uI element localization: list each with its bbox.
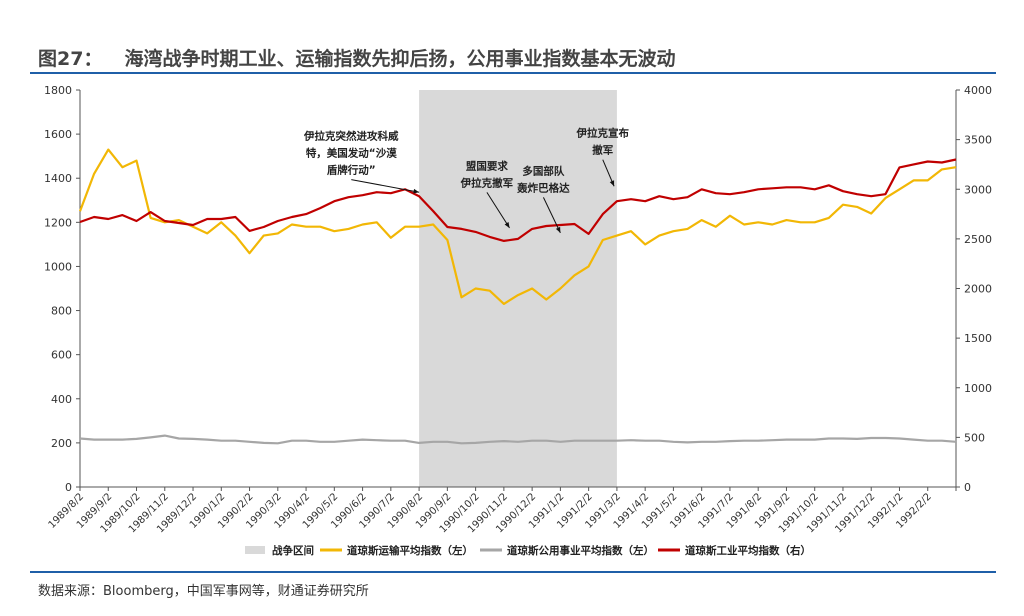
right-y-tick-label: 1500 <box>964 332 992 345</box>
annotation-text: 伊拉克宣布 <box>576 127 630 140</box>
annotation-text: 特，美国发动“沙漠 <box>306 147 397 160</box>
legend-label: 道琼斯工业平均指数（右） <box>685 544 811 557</box>
annotation-arrow-line <box>542 197 561 234</box>
right-y-tick-label: 4000 <box>964 84 992 97</box>
right-y-tick-label: 3000 <box>964 183 992 196</box>
left-y-tick-label: 400 <box>51 393 72 406</box>
legend-swatch-war_band <box>245 546 265 554</box>
left-y-tick-label: 600 <box>51 349 72 362</box>
annotation-arrow-head <box>413 188 420 194</box>
right-y-tick-label: 2500 <box>964 233 992 246</box>
chart-svg: 0 200 400 600 800 1000 1200 1400 1600 1800 0 500 100… <box>44 84 992 557</box>
annotation-text: 伊拉克突然进攻科威 <box>303 130 399 143</box>
left-y-tick-label: 1600 <box>44 128 72 141</box>
left-y-tick-label: 1800 <box>44 84 72 97</box>
annotation-text: 伊拉克撤军 <box>460 176 514 189</box>
figure-title-text: 海湾战争时期工业、运输指数先抑后扬，公用事业指数基本无波动 <box>124 48 676 70</box>
annotation-arrow-line <box>351 179 420 193</box>
annotation-arrow-head <box>504 222 510 228</box>
annotation-text: 轰炸巴格达 <box>516 181 570 194</box>
right-y-tick-label: 500 <box>964 431 985 444</box>
series-line-industrial <box>79 158 957 242</box>
series-line-utility <box>79 434 957 445</box>
annotation-arrow-line <box>486 192 510 229</box>
legend-label: 战争区间 <box>272 544 314 557</box>
right-y-tick-label: 3500 <box>964 134 992 147</box>
legend-label: 道琼斯公用事业平均指数（左） <box>507 544 654 557</box>
series-line-transport <box>78 148 957 305</box>
left-y-tick-label: 1400 <box>44 172 72 185</box>
source-note: 数据来源：Bloomberg，中国军事网等，财通证券研究所 <box>38 584 369 599</box>
left-y-tick-label: 200 <box>51 437 72 450</box>
annotation-text: 盾牌行动” <box>327 164 376 177</box>
annotation-text: 多国部队 <box>522 164 564 177</box>
left-y-tick-label: 1200 <box>44 216 72 229</box>
chart-title: 图27： 海湾战争时期工业、运输指数先抑后扬，公用事业指数基本无波动 <box>38 44 675 71</box>
legend-label: 道琼斯运输平均指数（左） <box>347 544 473 557</box>
bottom-rule <box>30 571 996 573</box>
right-y-tick-label: 0 <box>964 481 971 494</box>
right-y-tick-label: 2000 <box>964 283 992 296</box>
annotation-text: 盟国要求 <box>466 159 508 172</box>
annotation-arrow-head <box>609 180 615 187</box>
left-y-tick-label: 0 <box>65 481 72 494</box>
annotation-text: 撤军 <box>592 144 613 157</box>
war-period-band <box>419 90 617 487</box>
right-y-tick-label: 1000 <box>964 382 992 395</box>
annotation-arrow-head <box>555 226 561 233</box>
top-rule <box>30 72 996 74</box>
figure-number: 图27： <box>38 48 103 70</box>
left-y-tick-label: 800 <box>51 305 72 318</box>
left-y-tick-label: 1000 <box>44 260 72 273</box>
